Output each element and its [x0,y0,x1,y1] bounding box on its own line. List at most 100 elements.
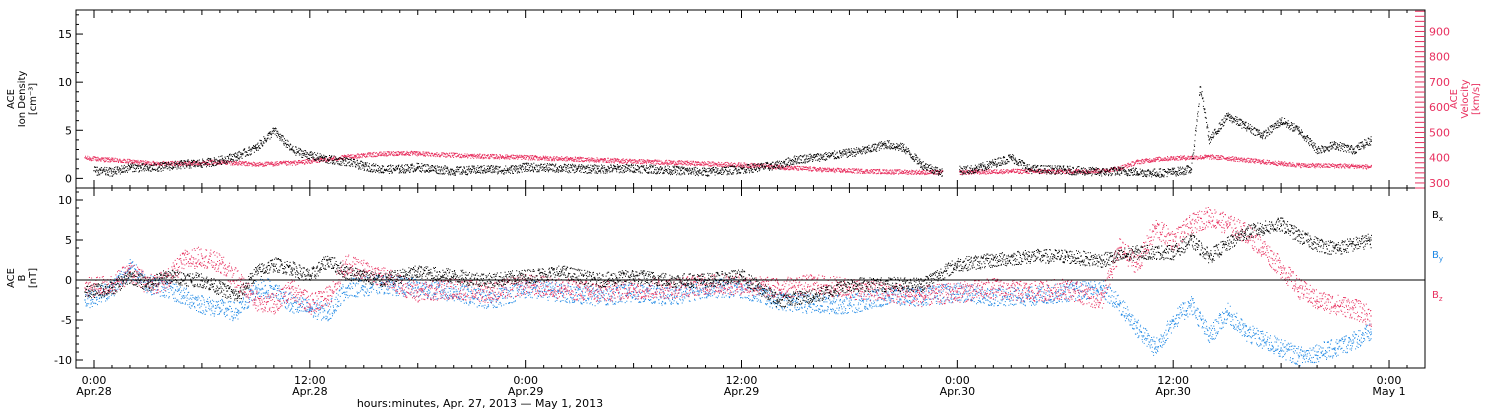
density-y-axis-label: [cm⁻³] [28,83,39,115]
x-tick-date: Apr.28 [292,385,328,398]
density-series-point [237,154,239,156]
bz-series-point [812,283,815,285]
bx-series-point [1208,255,1210,257]
density-series-point [327,158,329,160]
bz-series-point [992,287,994,289]
density-series-point [1334,144,1336,146]
bz-series-point [1064,287,1066,289]
density-series-point [381,168,383,170]
bx-series-point [1190,239,1192,241]
bx-series-point [147,283,149,285]
density-series-point [632,167,635,169]
bz-series-point [848,287,851,289]
density-series-point [1172,171,1174,173]
velocity-series-point [615,159,617,161]
by-series-point [453,291,455,293]
bz-series-point [1028,291,1030,293]
velocity-series-point [1262,160,1264,163]
by-series-point [1226,311,1228,313]
by-series-point [309,307,311,309]
bz-series-point [1298,287,1300,289]
velocity-series-point [507,155,509,158]
bz-series-point [291,287,293,289]
density-series-point [848,151,851,153]
density-series-point [219,159,221,161]
bx-series-point [165,275,167,277]
by-series-point [848,303,851,305]
bx-series-point [327,259,329,261]
panel-2-frame [75,187,1426,369]
velocity-y-tick-label: 500 [1429,126,1450,139]
by-series-point [668,295,671,297]
by-series-point [345,287,347,289]
bz-series-point [453,287,455,289]
velocity-series-point [1190,156,1192,158]
bx-series-point [1262,227,1264,229]
by-series-point [84,299,86,301]
bx-series-point [1136,251,1138,253]
velocity-series-point [1370,165,1372,168]
by-series-point [1190,303,1192,305]
legend-bx: Bx [1432,210,1443,223]
bz-series-point [84,287,86,289]
bz-series-point [776,287,779,289]
x-tick-time: 0:00 [1377,374,1402,387]
density-series-point [794,158,797,160]
bx-series-point [1370,239,1372,241]
b-y-tick-label: 0 [65,274,72,287]
x-tick-time: 12:00 [726,374,758,387]
density-series-point [1136,171,1138,173]
x-tick-date: Apr.29 [508,385,544,398]
bz-series-point [1262,247,1264,249]
b-y-axis-label: [nT] [28,268,39,288]
bz-series-point [1352,307,1354,309]
density-series-point [668,169,671,171]
by-series-point [561,291,563,293]
legend-by: By [1432,250,1443,263]
density-y-tick-label: 5 [65,124,72,137]
velocity-series-point [1316,164,1318,166]
density-series-point [489,168,491,170]
b-y-tick-label: -10 [54,354,72,367]
bx-series-point [525,275,527,277]
bz-series-point [1172,239,1174,241]
b-y-tick-label: 10 [58,194,72,207]
bz-series-point [327,295,329,297]
by-series-point [183,295,185,297]
bz-series-point [704,283,707,285]
density-series-point [399,168,401,170]
by-series-point [1280,347,1282,349]
velocity-series-point [84,157,86,159]
x-tick-date: Apr.30 [1155,385,1191,398]
density-series-point [812,156,815,158]
bx-series-cloud [85,217,1372,308]
velocity-series-point [183,162,185,164]
bz-series-point [345,263,347,265]
by-series-point [1208,335,1210,337]
bz-series-point [920,295,922,297]
density-series-point [1298,129,1300,131]
velocity-series-point [1136,160,1138,163]
by-series-point [1352,339,1354,341]
x-tick-date: Apr.28 [76,385,112,398]
by-series-point [165,287,167,289]
bz-series-point [183,259,185,261]
velocity-series-point [1010,170,1012,172]
bz-series-point [1370,315,1372,317]
by-series-point [1118,303,1120,305]
bx-series-point [884,283,886,285]
density-series-point [345,160,347,162]
bz-series-point [668,287,671,289]
bz-series-point [1316,299,1318,301]
by-series-point [632,291,635,293]
density-series-point [902,146,904,149]
x-tick-time: 0:00 [945,374,970,387]
density-series-point [1352,148,1354,151]
by-series-point [273,287,275,289]
velocity-axis-label: [km/s] [1471,83,1482,115]
by-series-point [1370,331,1372,333]
density-series-point [1190,168,1192,170]
density-series-point [1370,139,1372,141]
